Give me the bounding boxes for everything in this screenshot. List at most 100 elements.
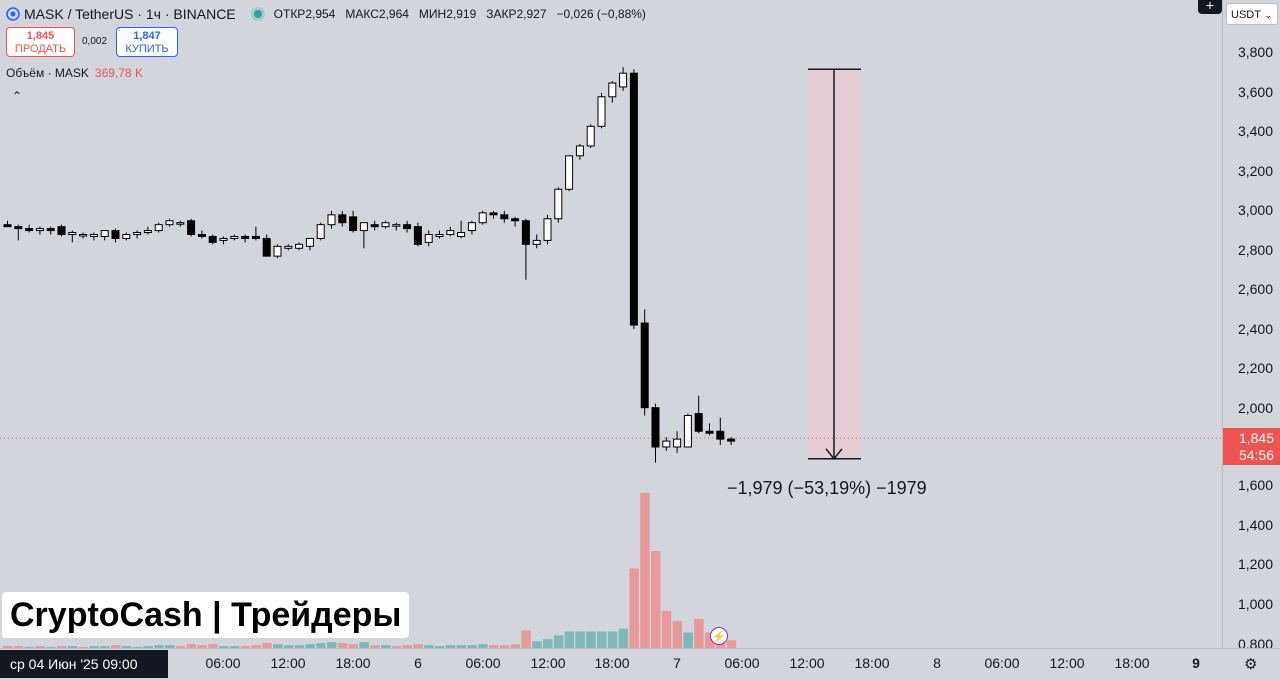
volume-bar xyxy=(57,646,67,648)
time-tick-label: 18:00 xyxy=(854,655,890,671)
candle-body xyxy=(230,235,239,239)
currency-select-value: USDT xyxy=(1231,9,1261,21)
candle-body xyxy=(683,415,692,448)
close-value: 2,927 xyxy=(516,7,547,21)
volume-bar xyxy=(348,644,359,648)
candle-body xyxy=(25,228,34,232)
candle-body xyxy=(597,96,606,127)
volume-bar xyxy=(46,647,56,648)
crosshair-date-label: ср 04 Июн '25 09:00 xyxy=(0,650,168,678)
gear-icon[interactable]: ⚙ xyxy=(1244,656,1258,673)
candle-body xyxy=(521,220,530,245)
symbol-title[interactable]: MASK / TetherUS · 1ч · BINANCE xyxy=(24,6,236,22)
candle-body xyxy=(446,230,455,236)
collapse-legend-button[interactable]: ⌃ xyxy=(11,89,23,103)
candle-body xyxy=(79,234,88,237)
candle-body xyxy=(327,214,336,226)
volume-bar xyxy=(316,643,326,648)
volume-bar xyxy=(553,635,564,648)
candle-body xyxy=(295,243,304,249)
volume-bar xyxy=(694,618,704,648)
candle-body xyxy=(694,413,703,432)
volume-bar xyxy=(89,646,99,648)
candle-body xyxy=(457,232,466,237)
volume-bar xyxy=(413,644,423,648)
candlestick-chart[interactable] xyxy=(0,0,1222,648)
candle-body xyxy=(197,234,206,237)
volume-bar xyxy=(391,646,402,648)
candle-body xyxy=(424,234,433,243)
time-tick-label: 6 xyxy=(414,655,422,671)
candle-body xyxy=(705,430,714,434)
price-axis[interactable]: 3,800 3,600 3,400 3,200 3,000 2,800 2,600 2,400… xyxy=(1222,0,1280,652)
volume-bar xyxy=(467,645,477,648)
binance-logo-icon xyxy=(6,7,20,21)
spread-value: 0,002 xyxy=(82,36,108,47)
candle-body xyxy=(46,228,55,232)
low-value: 2,919 xyxy=(446,7,477,21)
price-tick-label: 3,800 xyxy=(1237,44,1273,60)
candle-body xyxy=(608,82,617,98)
time-tick-label: 06:00 xyxy=(984,655,1020,671)
volume-indicator-legend[interactable]: Объём · MASK 369,78 K xyxy=(6,66,143,80)
volume-bar xyxy=(478,644,488,648)
volume-bar xyxy=(305,644,315,648)
time-tick-label: 8 xyxy=(933,655,941,671)
volume-bar xyxy=(294,645,305,648)
flash-icon[interactable]: ⚡ xyxy=(710,627,728,645)
watermark-text: CryptoCash | Трейдеры xyxy=(2,592,410,638)
measure-arrow-head xyxy=(825,448,843,461)
candle-body xyxy=(716,430,725,440)
price-tick-label: 1,200 xyxy=(1237,556,1273,573)
volume-bar xyxy=(78,647,89,648)
change-value: −0,026 (−0,88%) xyxy=(556,7,646,21)
chart-area[interactable] xyxy=(0,0,1222,648)
candle-body xyxy=(187,220,196,236)
time-tick-label: 12:00 xyxy=(789,655,825,671)
volume-bar xyxy=(532,641,542,648)
time-axis[interactable] xyxy=(0,648,1280,679)
price-tick-label: 1,000 xyxy=(1237,596,1273,613)
volume-bar xyxy=(337,643,348,648)
candle-body xyxy=(35,228,44,232)
currency-select[interactable]: USDT ⌄ xyxy=(1226,3,1278,25)
price-tick-label: 3,000 xyxy=(1237,202,1273,218)
buy-button[interactable]: 1,847 КУПИТЬ xyxy=(116,27,178,57)
time-tick-label: 06:00 xyxy=(724,655,760,671)
volume-bar xyxy=(67,646,78,648)
candle-body xyxy=(251,235,260,239)
candle-body xyxy=(575,145,584,157)
price-tick-label: 2,000 xyxy=(1237,399,1273,416)
candle-body xyxy=(176,222,185,225)
sell-button[interactable]: 1,845 ПРОДАТЬ xyxy=(6,27,75,57)
time-tick-label: 06:00 xyxy=(205,655,241,671)
candle-body xyxy=(262,237,271,257)
volume-bar xyxy=(661,611,672,648)
add-button[interactable]: + xyxy=(1198,0,1222,14)
high-label: МАКС xyxy=(345,7,379,21)
candle-body xyxy=(392,224,401,227)
low-label: МИН xyxy=(418,7,447,21)
candle-body xyxy=(68,232,77,236)
volume-bar xyxy=(327,642,337,648)
candle-body xyxy=(500,214,509,220)
candle-body xyxy=(532,239,541,245)
measure-label: −1,979 (−53,19%) −1979 xyxy=(727,478,927,498)
price-tick-label: 1,400 xyxy=(1237,516,1273,533)
bar-countdown: 54:56 xyxy=(1238,447,1274,463)
candle-body xyxy=(284,245,293,249)
volume-bar xyxy=(154,645,164,648)
candle-body xyxy=(316,224,325,239)
volume-bar xyxy=(575,631,585,648)
price-tick-label: 2,200 xyxy=(1237,360,1273,376)
volume-bar xyxy=(208,644,218,648)
volume-bar xyxy=(283,645,294,648)
volume-bar xyxy=(121,646,132,648)
volume-bar xyxy=(251,645,261,648)
price-tick-label: 3,600 xyxy=(1237,83,1273,100)
time-tick-label: 18:00 xyxy=(1114,655,1150,671)
volume-bar xyxy=(381,645,391,648)
current-price: 1,845 xyxy=(1238,430,1274,446)
candle-body xyxy=(640,322,649,409)
volume-bar xyxy=(705,632,715,648)
